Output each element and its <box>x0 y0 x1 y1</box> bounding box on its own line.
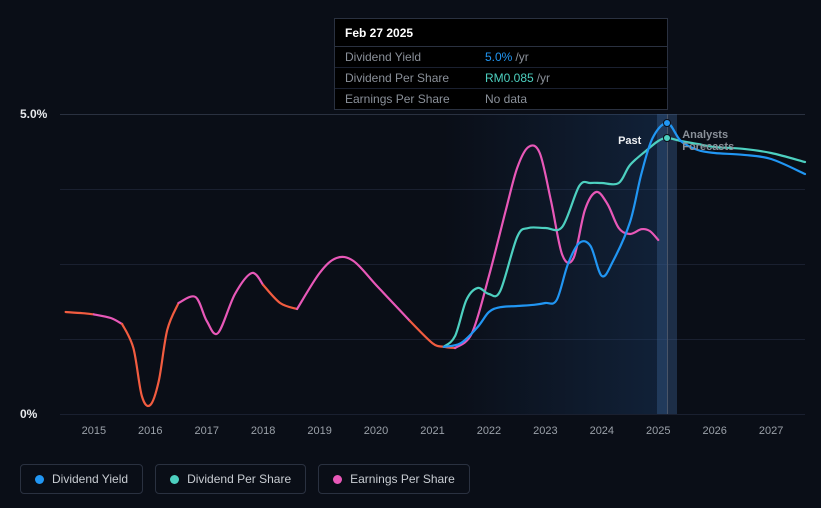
legend-dot-icon <box>170 475 179 484</box>
tooltip-label: Dividend Yield <box>345 50 485 64</box>
chart-lines <box>60 114 805 414</box>
legend-label: Dividend Per Share <box>187 472 291 486</box>
chart-tooltip: Feb 27 2025 Dividend Yield5.0%/yrDividen… <box>334 18 668 110</box>
tooltip-row: Earnings Per ShareNo data <box>335 89 667 109</box>
x-axis-tick: 2023 <box>533 425 557 437</box>
dividend-per-share-marker <box>663 134 671 142</box>
x-axis-tick: 2017 <box>194 425 218 437</box>
legend-earnings-per-share[interactable]: Earnings Per Share <box>318 464 470 494</box>
dividend-yield-marker <box>663 119 671 127</box>
x-axis-tick: 2026 <box>702 425 726 437</box>
past-label: Past <box>618 135 641 147</box>
legend-dividend-per-share[interactable]: Dividend Per Share <box>155 464 306 494</box>
x-axis-tick: 2019 <box>307 425 331 437</box>
x-axis-tick: 2018 <box>251 425 275 437</box>
legend-dot-icon <box>35 475 44 484</box>
legend-label: Dividend Yield <box>52 472 128 486</box>
tooltip-row: Dividend Per ShareRM0.085/yr <box>335 68 667 89</box>
chart-legend: Dividend Yield Dividend Per Share Earnin… <box>20 464 470 494</box>
dividend-chart: 5.0% 0% Past Analysts Forecasts 2015 2016… <box>20 100 810 440</box>
tooltip-value: 5.0% <box>485 50 512 64</box>
plot-area[interactable]: 5.0% 0% Past Analysts Forecasts <box>60 114 805 414</box>
x-axis-tick: 2022 <box>477 425 501 437</box>
x-axis-tick: 2021 <box>420 425 444 437</box>
x-axis-tick: 2020 <box>364 425 388 437</box>
forecasts-label: Analysts Forecasts <box>682 129 764 153</box>
tooltip-value: RM0.085 <box>485 71 534 85</box>
x-axis-tick: 2025 <box>646 425 670 437</box>
tooltip-label: Dividend Per Share <box>345 71 485 85</box>
y-axis-label-bottom: 0% <box>20 407 37 421</box>
tooltip-row: Dividend Yield5.0%/yr <box>335 47 667 68</box>
legend-label: Earnings Per Share <box>350 472 455 486</box>
x-axis-tick: 2024 <box>590 425 614 437</box>
tooltip-unit: /yr <box>515 50 528 64</box>
tooltip-value: No data <box>485 92 527 106</box>
tooltip-unit: /yr <box>537 71 550 85</box>
y-axis-label-top: 5.0% <box>20 107 47 121</box>
tooltip-label: Earnings Per Share <box>345 92 485 106</box>
gridline <box>60 414 805 415</box>
x-axis-tick: 2015 <box>82 425 106 437</box>
x-axis-tick: 2027 <box>759 425 783 437</box>
tooltip-date: Feb 27 2025 <box>335 19 667 47</box>
legend-dividend-yield[interactable]: Dividend Yield <box>20 464 143 494</box>
x-axis-tick: 2016 <box>138 425 162 437</box>
legend-dot-icon <box>333 475 342 484</box>
